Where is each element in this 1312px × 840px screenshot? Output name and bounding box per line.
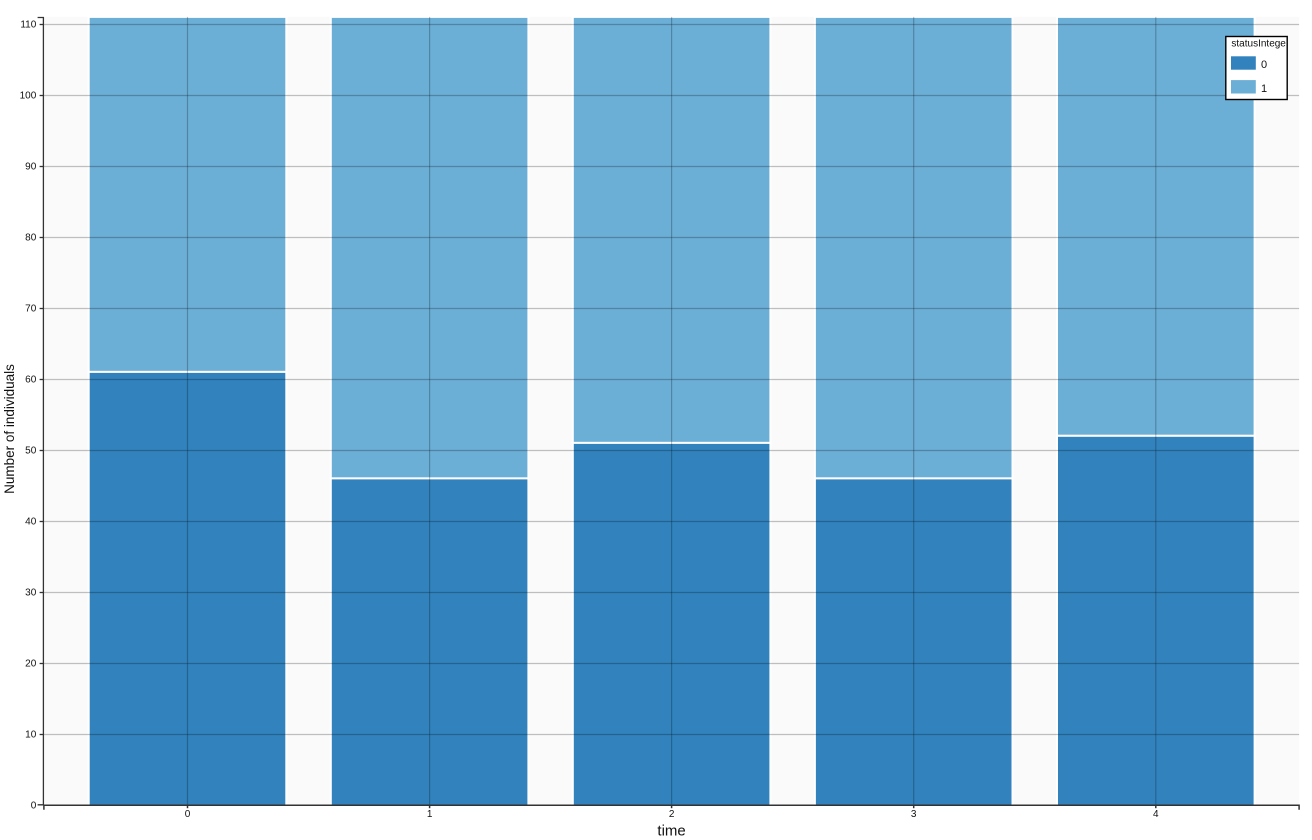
- svg-text:80: 80: [25, 233, 37, 244]
- svg-text:100: 100: [20, 91, 37, 102]
- svg-text:1: 1: [1261, 83, 1267, 95]
- svg-text:statusInteger: statusInteger: [1231, 38, 1289, 49]
- svg-text:2: 2: [669, 809, 675, 820]
- svg-text:60: 60: [25, 375, 37, 386]
- svg-text:1: 1: [427, 809, 433, 820]
- svg-text:0: 0: [1261, 59, 1267, 71]
- svg-text:110: 110: [20, 20, 36, 31]
- svg-text:90: 90: [25, 162, 37, 173]
- svg-text:40: 40: [25, 517, 37, 528]
- svg-text:0: 0: [31, 801, 37, 812]
- svg-text:30: 30: [25, 588, 37, 599]
- svg-text:0: 0: [185, 809, 191, 820]
- svg-text:70: 70: [25, 304, 37, 315]
- svg-text:time: time: [657, 822, 685, 839]
- svg-text:50: 50: [25, 446, 37, 457]
- svg-text:4: 4: [1153, 809, 1159, 820]
- svg-text:3: 3: [911, 809, 917, 820]
- svg-text:Number of individuals: Number of individuals: [2, 364, 17, 494]
- svg-text:10: 10: [25, 730, 37, 741]
- svg-text:20: 20: [25, 659, 37, 670]
